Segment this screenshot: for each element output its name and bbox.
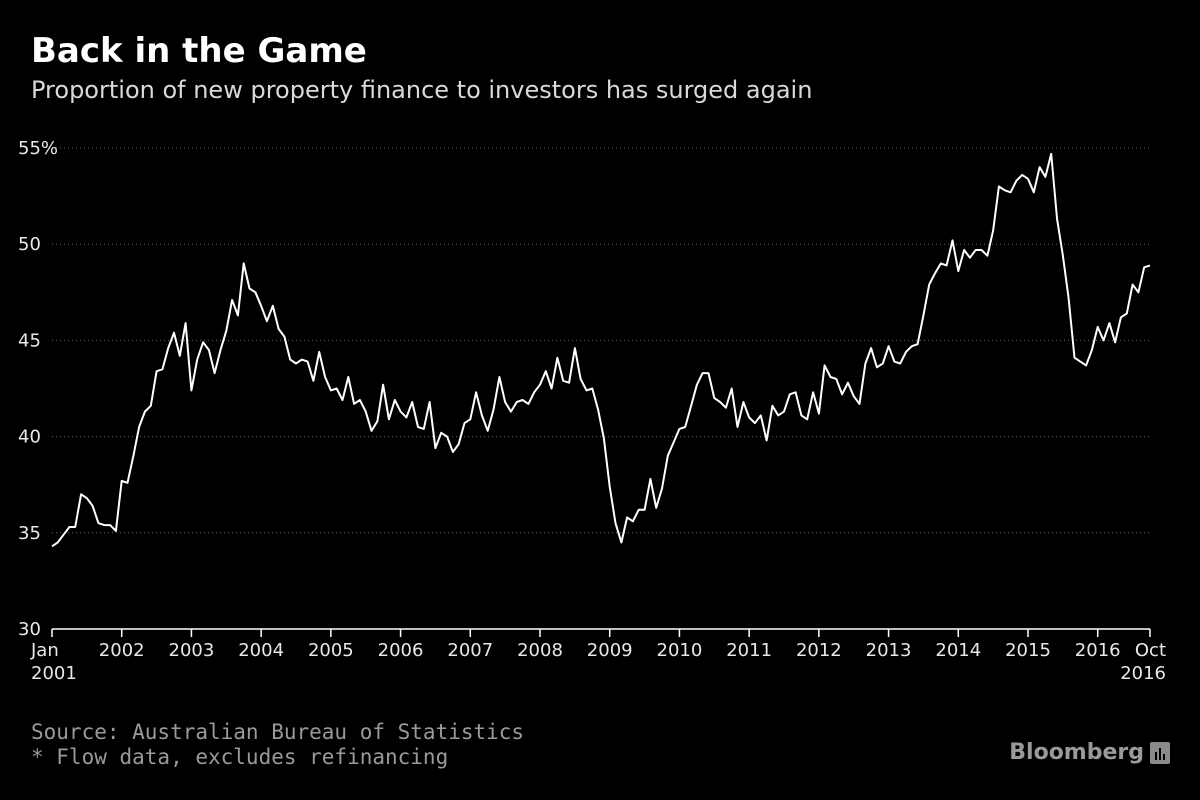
x-tick-label: 2005 xyxy=(308,640,354,661)
series-layer xyxy=(51,152,1151,548)
y-axis: 55% 50 45 40 35 30 xyxy=(18,138,58,640)
gridlines xyxy=(52,147,1150,534)
y-tick-label: 40 xyxy=(18,427,41,448)
x-tick-label: 2012 xyxy=(796,640,842,661)
x-tick-label: 2004 xyxy=(238,640,284,661)
bloomberg-chart-icon xyxy=(1150,741,1170,764)
x-tick-label: 2013 xyxy=(866,640,912,661)
x-tick-label: 2007 xyxy=(447,640,493,661)
y-tick-label: 50 xyxy=(18,234,41,255)
source-note: Source: Australian Bureau of Statistics xyxy=(31,720,525,744)
footnote: * Flow data, excludes refinancing xyxy=(31,745,449,769)
series-line-0 xyxy=(51,152,1151,548)
x-tick-label: 2002 xyxy=(99,640,145,661)
x-tick-label: 2009 xyxy=(587,640,633,661)
y-tick-label: 55% xyxy=(18,138,58,159)
x-tick-label: 2014 xyxy=(935,640,981,661)
x-tick-sublabel: 2016 xyxy=(1120,663,1166,684)
x-tick-label: 2006 xyxy=(378,640,424,661)
y-tick-label: 30 xyxy=(18,619,41,640)
x-tick-label: 2011 xyxy=(726,640,772,661)
x-tick-sublabel: 2001 xyxy=(31,663,77,684)
x-tick-label: 2010 xyxy=(657,640,703,661)
x-tick-label: 2003 xyxy=(169,640,215,661)
x-tick-label: 2008 xyxy=(517,640,563,661)
chart-title: Back in the Game xyxy=(31,31,367,71)
y-tick-label: 45 xyxy=(18,330,41,351)
x-tick-label: Jan xyxy=(30,640,59,661)
chart-subtitle: Proportion of new property finance to in… xyxy=(31,76,813,104)
brand-name: Bloomberg xyxy=(1009,740,1144,765)
brand-logo: Bloomberg xyxy=(1009,740,1170,765)
x-tick-label: Oct xyxy=(1135,640,1166,661)
x-tick-label: 2016 xyxy=(1075,640,1121,661)
x-tick-label: 2015 xyxy=(1005,640,1051,661)
y-tick-label: 35 xyxy=(18,523,41,544)
